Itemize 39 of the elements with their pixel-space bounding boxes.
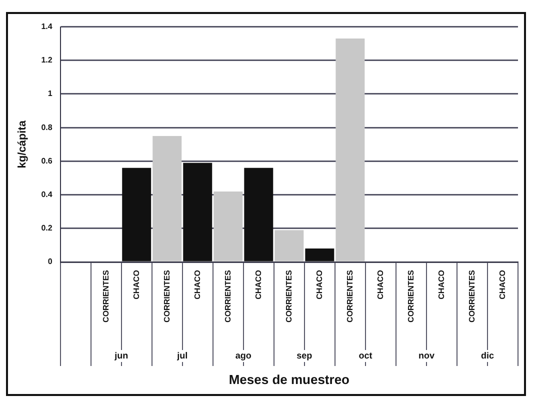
x-tick-label: CORRIENTES [467, 269, 476, 322]
x-tick-label: CORRIENTES [101, 269, 110, 322]
x-tick-label: CHACO [376, 270, 385, 300]
y-tick-label: 0.4 [41, 190, 53, 200]
bar [152, 136, 182, 262]
text: sep [296, 350, 313, 360]
x-tick-label: CHACO [192, 270, 202, 300]
x-tick-label: CORRIENTES [284, 269, 294, 322]
y-tick-label: 1 [48, 89, 53, 98]
x-axis-title: Meses de muestreo [228, 372, 350, 387]
x-tick-label: CHACO [314, 270, 324, 300]
x-tick-label: CORRIENTES [223, 269, 232, 322]
text: ago [235, 350, 252, 360]
text: dic [480, 350, 494, 360]
bar [336, 38, 365, 262]
y-tick-label: 1.4 [41, 22, 53, 32]
text: jun [114, 350, 128, 360]
y-tick-label: 0 [48, 257, 53, 266]
x-tick-label: CHACO [254, 270, 263, 300]
text: nov [418, 350, 434, 360]
bar [122, 168, 152, 262]
y-tick-label: 0.8 [41, 122, 53, 132]
bar [274, 230, 304, 262]
y-tick-label: 0.6 [41, 156, 53, 166]
bar [244, 168, 274, 262]
x-tick-label: CHACO [132, 270, 141, 300]
x-tick-label: CORRIENTES [162, 269, 172, 322]
y-axis-title: kg/cápita [16, 120, 29, 168]
x-tick-label: CHACO [498, 270, 507, 300]
text: jul [176, 350, 188, 360]
x-tick-label: CORRIENTES [406, 269, 416, 322]
y-tick-label: 1.2 [41, 56, 53, 65]
bar [183, 162, 212, 262]
x-tick-label: CORRIENTES [345, 269, 354, 322]
bar [214, 191, 243, 262]
text: oct [358, 350, 372, 360]
y-tick-label: 0.2 [41, 224, 53, 233]
x-tick-label: CHACO [436, 270, 446, 300]
bar [305, 248, 334, 262]
